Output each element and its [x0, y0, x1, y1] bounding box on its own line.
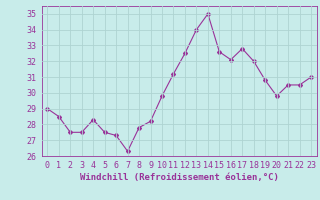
- X-axis label: Windchill (Refroidissement éolien,°C): Windchill (Refroidissement éolien,°C): [80, 173, 279, 182]
